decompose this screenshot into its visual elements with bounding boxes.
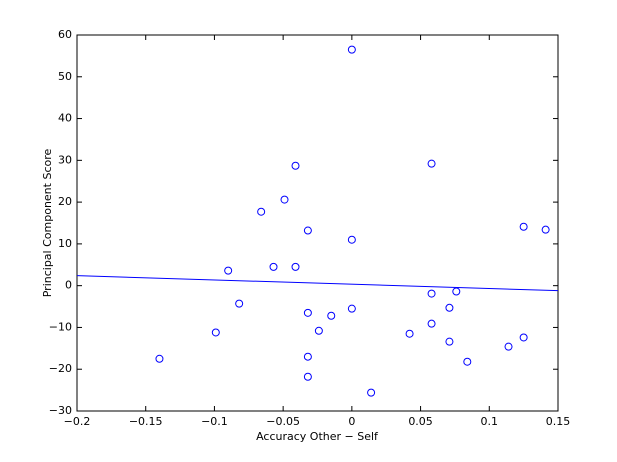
point bbox=[291, 161, 300, 170]
fit-line bbox=[76, 275, 559, 292]
point bbox=[541, 225, 550, 234]
y-tick-label: 10 bbox=[58, 237, 72, 250]
point bbox=[155, 354, 164, 363]
y-tick-label: −20 bbox=[49, 362, 72, 375]
point bbox=[504, 342, 513, 351]
y-tick-label: 50 bbox=[58, 70, 72, 83]
point bbox=[427, 159, 436, 168]
point bbox=[427, 319, 436, 328]
point bbox=[519, 333, 528, 342]
y-tick-label: 20 bbox=[58, 195, 72, 208]
point bbox=[303, 372, 312, 381]
x-tick-label: 0.05 bbox=[408, 415, 433, 428]
point bbox=[347, 235, 356, 244]
point bbox=[452, 287, 461, 296]
x-axis-label: Accuracy Other − Self bbox=[256, 430, 379, 443]
y-tick-label: 40 bbox=[58, 112, 72, 125]
point bbox=[280, 195, 289, 204]
point bbox=[291, 262, 300, 271]
x-tick-label: −0.15 bbox=[129, 415, 163, 428]
x-tick-label: −0.1 bbox=[201, 415, 228, 428]
point bbox=[211, 328, 220, 337]
point bbox=[303, 226, 312, 235]
point bbox=[269, 262, 278, 271]
point bbox=[445, 303, 454, 312]
x-tick-label: −0.05 bbox=[266, 415, 300, 428]
point bbox=[367, 388, 376, 397]
y-tick-label: −10 bbox=[49, 320, 72, 333]
x-tick-label: −0.2 bbox=[64, 415, 91, 428]
x-tick-label: 0.15 bbox=[546, 415, 571, 428]
point bbox=[257, 207, 266, 216]
point bbox=[235, 299, 244, 308]
point bbox=[463, 357, 472, 366]
point bbox=[303, 352, 312, 361]
plot-frame bbox=[76, 34, 559, 412]
point bbox=[427, 289, 436, 298]
y-axis-label: Principal Component Score bbox=[41, 149, 54, 298]
point bbox=[445, 337, 454, 346]
point bbox=[405, 329, 414, 338]
y-tick-label: 30 bbox=[58, 153, 72, 166]
point bbox=[224, 266, 233, 275]
point bbox=[347, 304, 356, 313]
point bbox=[314, 326, 323, 335]
y-tick-label: −30 bbox=[49, 404, 72, 417]
y-tick-label: 60 bbox=[58, 28, 72, 41]
x-tick-label: 0 bbox=[348, 415, 355, 428]
point bbox=[327, 311, 336, 320]
x-tick-label: 0.1 bbox=[481, 415, 499, 428]
point bbox=[519, 222, 528, 231]
point bbox=[347, 45, 356, 54]
point bbox=[303, 308, 312, 317]
y-tick-label: 0 bbox=[65, 279, 72, 292]
